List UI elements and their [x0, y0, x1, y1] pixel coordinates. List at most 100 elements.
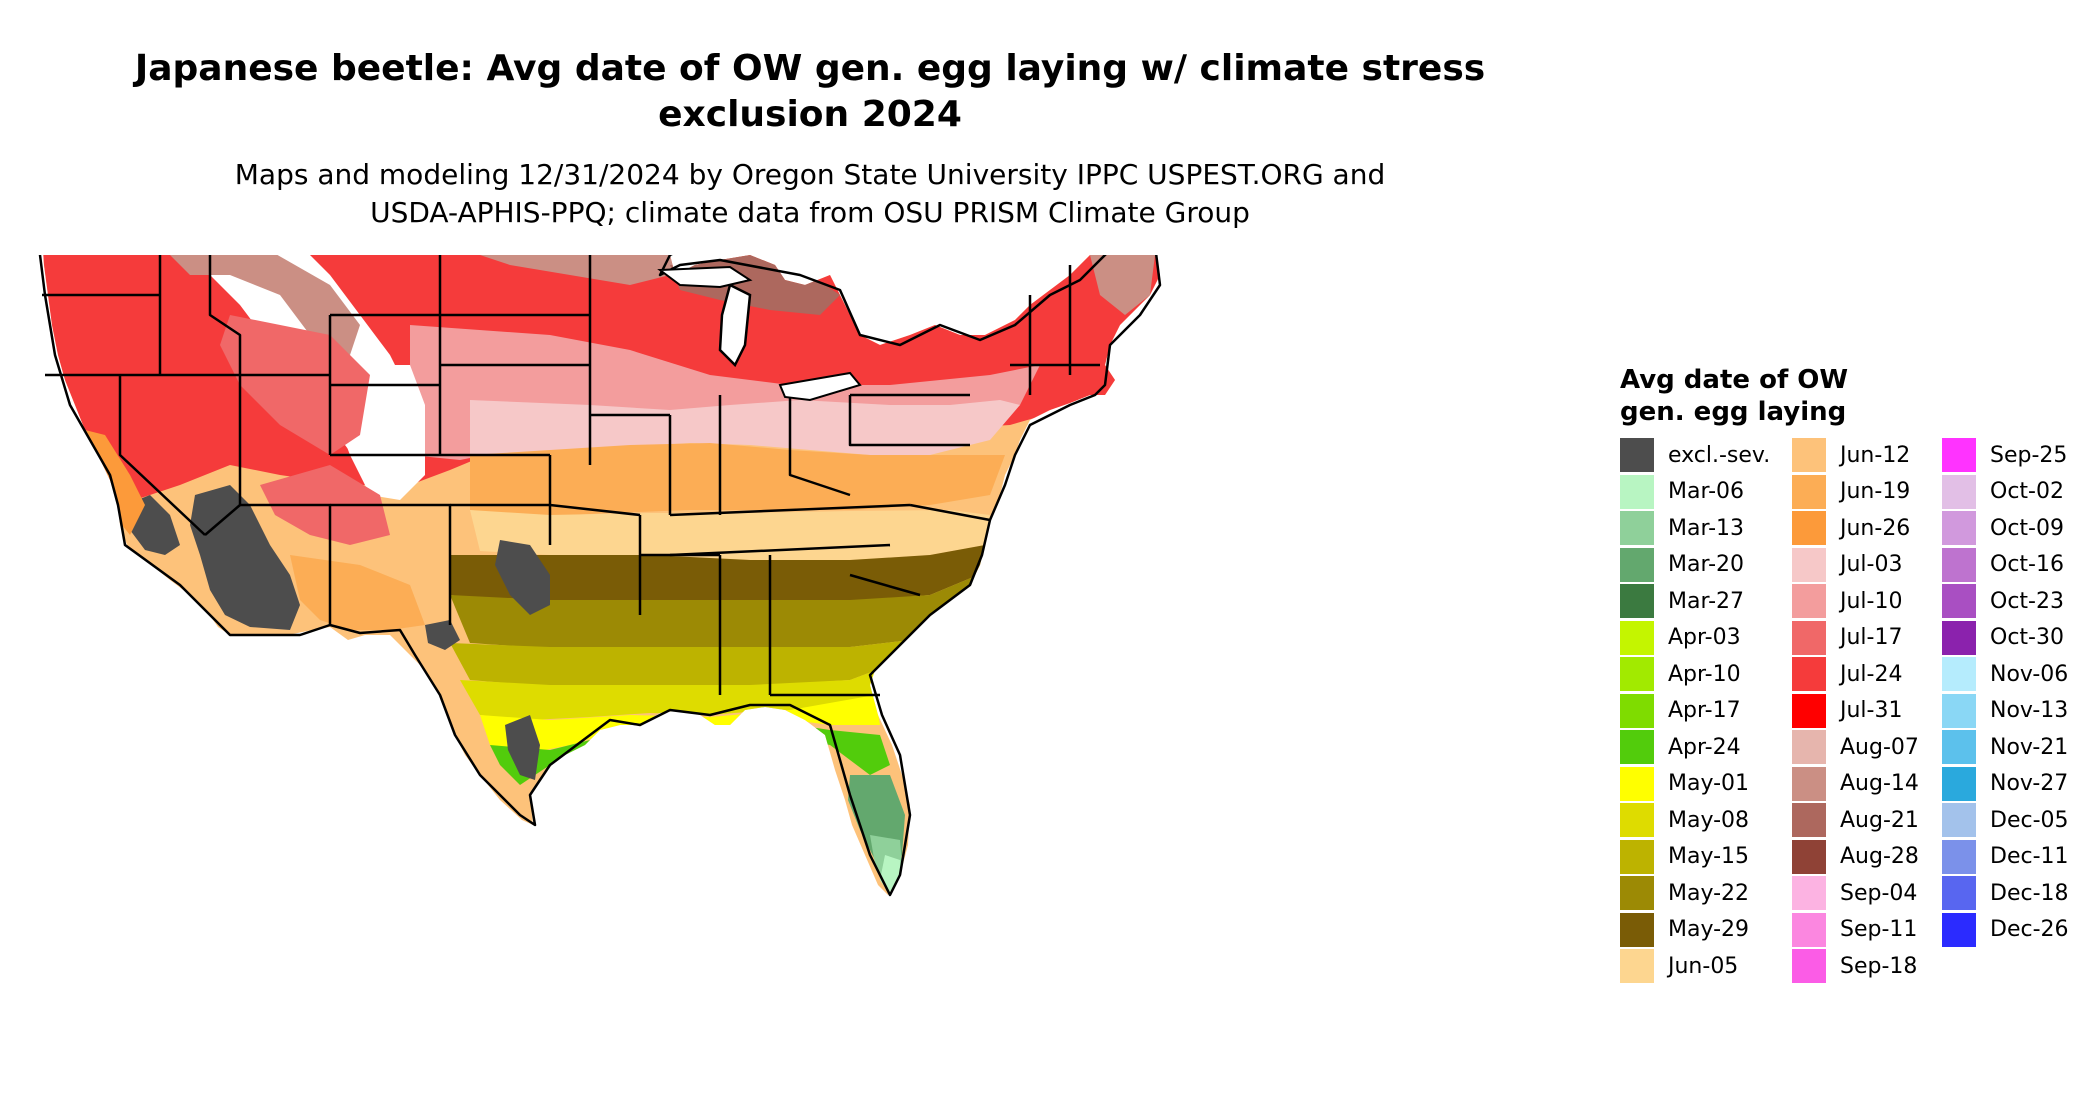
zone-may-29	[450, 545, 985, 600]
legend-label: Aug-21	[1840, 807, 1919, 833]
legend-label: Nov-06	[1990, 661, 2069, 687]
legend-swatch	[1792, 657, 1826, 692]
legend-swatch	[1792, 438, 1826, 473]
legend-item: Aug-21	[1792, 802, 1942, 839]
legend-swatch	[1620, 657, 1654, 692]
legend-item: Aug-28	[1792, 839, 1942, 876]
legend-swatch	[1942, 876, 1976, 911]
legend-swatch	[1942, 657, 1976, 692]
legend-label: Nov-21	[1990, 734, 2069, 760]
legend-title-line1: Avg date of OW	[1620, 365, 1849, 395]
legend-label: Dec-18	[1990, 880, 2069, 906]
map-subtitle: Maps and modeling 12/31/2024 by Oregon S…	[0, 156, 1620, 232]
legend-swatch	[1942, 584, 1976, 619]
legend-label: Aug-28	[1840, 844, 1919, 870]
legend-label: Oct-02	[1990, 479, 2064, 505]
legend-item: Nov-13	[1942, 693, 2092, 730]
zone-excluded-west-texas	[495, 540, 550, 615]
legend-label: Jul-03	[1840, 552, 1903, 578]
legend-label: Nov-13	[1990, 698, 2069, 724]
legend-item: Apr-10	[1620, 656, 1770, 693]
legend-swatch	[1942, 620, 1976, 655]
legend-swatch	[1792, 693, 1826, 728]
legend-label: Apr-24	[1668, 734, 1741, 760]
legend-label: Jun-26	[1840, 515, 1911, 541]
legend-column: Sep-25 Oct-02 Oct-09 Oct-16 Oct-23 Oct-30 Nov-…	[1942, 437, 2092, 948]
legend-item: Sep-18	[1792, 948, 1942, 985]
legend-label: Oct-16	[1990, 552, 2064, 578]
legend-swatch	[1620, 438, 1654, 473]
legend-item: excl.-sev.	[1620, 437, 1770, 474]
legend-swatch	[1792, 949, 1826, 984]
legend-label: Dec-11	[1990, 844, 2069, 870]
legend-item: Oct-16	[1942, 547, 2092, 584]
legend-label: Nov-27	[1990, 771, 2069, 797]
legend-swatch	[1620, 876, 1654, 911]
legend: excl.-sev. Mar-06 Mar-13 Mar-20 Mar-27 Apr-03…	[1620, 437, 2092, 984]
zone-may-01	[480, 695, 880, 755]
legend-title: Avg date of OW gen. egg laying	[1620, 364, 1880, 428]
legend-item: Jul-31	[1792, 693, 1942, 730]
lake-erie	[778, 371, 862, 402]
legend-item: Jul-10	[1792, 583, 1942, 620]
legend-swatch	[1942, 474, 1976, 509]
legend-swatch	[1620, 766, 1654, 801]
legend-swatch	[1620, 511, 1654, 546]
legend-swatch	[1942, 730, 1976, 765]
legend-swatch	[1942, 511, 1976, 546]
legend-label: Sep-11	[1840, 917, 1918, 943]
legend-item: Jun-12	[1792, 437, 1942, 474]
zone-may-15	[450, 640, 910, 685]
legend-label: Apr-10	[1668, 661, 1741, 687]
map-subtitle-line1: Maps and modeling 12/31/2024 by Oregon S…	[234, 158, 1386, 191]
legend-item: Apr-24	[1620, 729, 1770, 766]
legend-item: Oct-30	[1942, 620, 2092, 657]
legend-item: Sep-04	[1792, 875, 1942, 912]
legend-label: Mar-06	[1668, 479, 1745, 505]
legend-label: Jun-12	[1840, 442, 1911, 468]
legend-label: Aug-07	[1840, 734, 1919, 760]
legend-label: Dec-26	[1990, 917, 2069, 943]
border-id-mt	[208, 255, 242, 375]
legend-swatch	[1620, 803, 1654, 838]
map-title-line2: exclusion 2024	[658, 94, 962, 135]
legend-swatch	[1942, 766, 1976, 801]
legend-label: May-01	[1668, 771, 1750, 797]
zone-may-22	[450, 575, 978, 647]
legend-label: Jul-24	[1840, 661, 1903, 687]
legend-item: Jul-24	[1792, 656, 1942, 693]
legend-swatch	[1620, 949, 1654, 984]
border-tn-south	[669, 543, 891, 557]
legend-swatch	[1942, 839, 1976, 874]
legend-label: Jun-05	[1668, 953, 1739, 979]
border-oh-wv	[788, 395, 851, 497]
legend-swatch	[1792, 547, 1826, 582]
legend-item: Oct-02	[1942, 474, 2092, 511]
legend-column: Jun-12 Jun-19 Jun-26 Jul-03 Jul-10 Jul-17 Jul-…	[1792, 437, 1942, 985]
legend-label: Oct-30	[1990, 625, 2064, 651]
legend-label: Apr-17	[1668, 698, 1741, 724]
legend-item: Apr-03	[1620, 620, 1770, 657]
legend-item: Oct-23	[1942, 583, 2092, 620]
legend-item: Dec-26	[1942, 912, 2092, 949]
legend-item: Jul-17	[1792, 620, 1942, 657]
legend-swatch	[1942, 438, 1976, 473]
border-ca-nv	[118, 375, 206, 536]
legend-swatch	[1792, 474, 1826, 509]
legend-swatch	[1792, 912, 1826, 947]
legend-swatch	[1620, 620, 1654, 655]
legend-swatch	[1942, 693, 1976, 728]
zone-aug-14-mountains	[170, 255, 360, 355]
conus-map	[38, 255, 1162, 897]
map-title-line1: Japanese beetle: Avg date of OW gen. egg…	[134, 48, 1486, 89]
legend-item: May-15	[1620, 839, 1770, 876]
legend-swatch	[1942, 547, 1976, 582]
state-borders	[38, 255, 1162, 897]
zone-excluded-arizona	[190, 485, 300, 630]
legend-item: Dec-18	[1942, 875, 2092, 912]
border-sc-ga	[849, 573, 921, 597]
legend-item: Mar-20	[1620, 547, 1770, 584]
legend-swatch	[1792, 511, 1826, 546]
legend-item: Nov-21	[1942, 729, 2092, 766]
legend-label: Sep-18	[1840, 953, 1918, 979]
